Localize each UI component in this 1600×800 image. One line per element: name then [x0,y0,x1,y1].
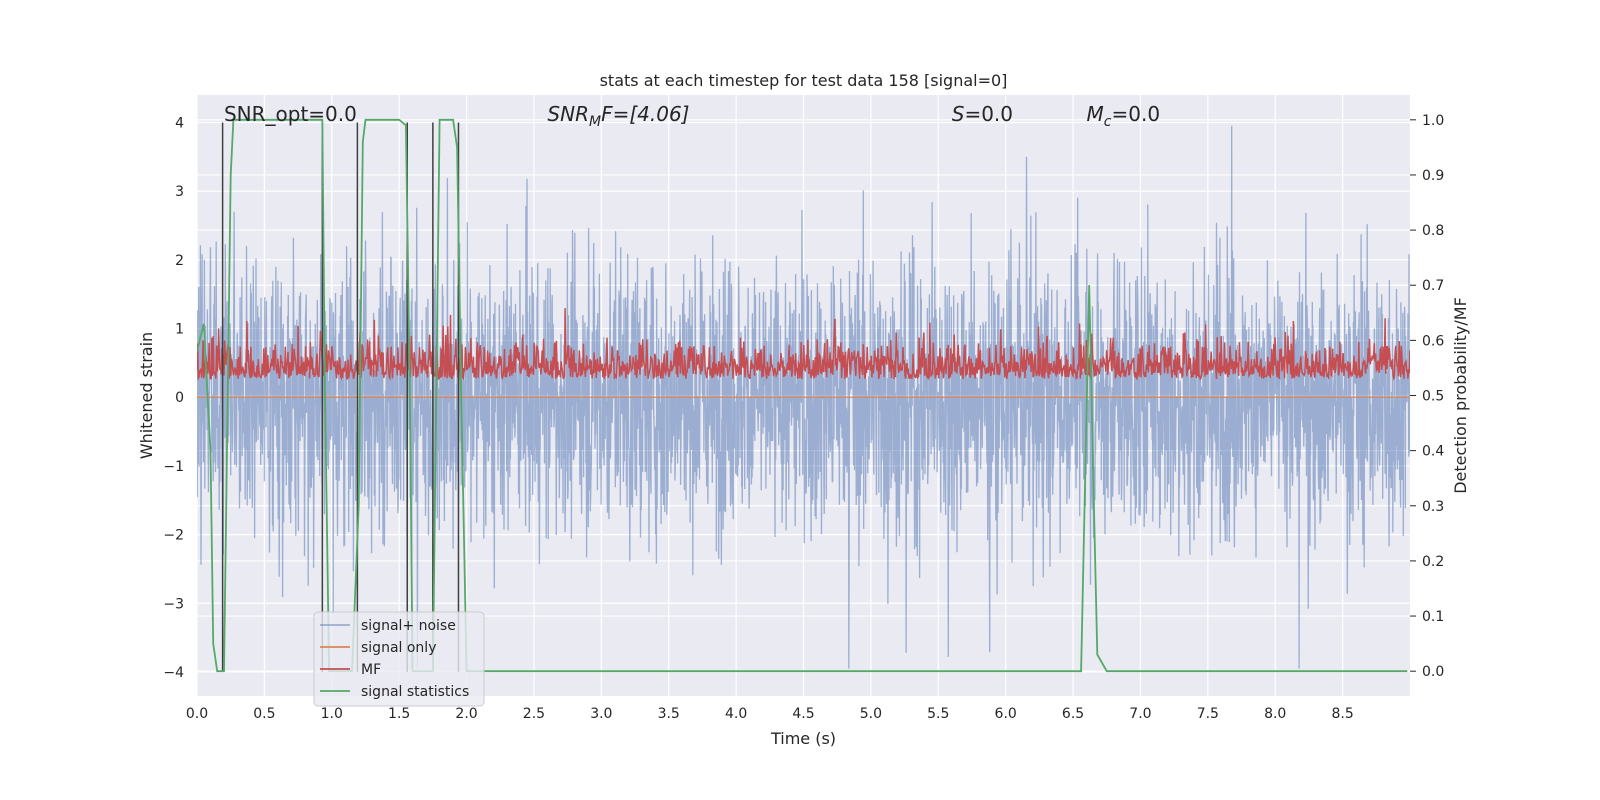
x-tick-label: 7.5 [1197,706,1219,722]
annotation-s: S=0.0 [952,102,1013,126]
series-signal-statistics-line [197,118,1408,673]
y-tick-label: −1 [163,459,184,475]
y-tick-label: 1 [175,322,184,338]
x-tick-label: 7.0 [1129,706,1151,722]
y-right-tick-label: 0.3 [1422,499,1444,515]
y-right-tick-label: 0.9 [1422,168,1444,184]
y-right-tick-label: 0.1 [1422,609,1444,625]
x-tick-label: 0.0 [186,706,208,722]
y-right-tick-label: 0.8 [1422,223,1444,239]
x-tick-label: 4.0 [725,706,747,722]
y-tick-label: 0 [175,390,184,406]
y-tick-label: −2 [163,528,184,544]
x-tick-label: 1.5 [388,706,410,722]
y-right-tick-label: 0.0 [1422,664,1444,680]
x-axis-label: Time (s) [770,729,836,748]
annotation-mc-rest: =0.0 [1112,102,1161,126]
x-tick-label: 8.5 [1331,706,1353,722]
series-mf-line [197,308,1410,382]
y-tick-label: 4 [175,115,184,131]
y-tick-label: −3 [163,596,184,612]
annotation-snr-opt: SNR_opt=0.0 [224,102,357,126]
y-right-tick-label: 1.0 [1422,113,1444,129]
legend-label: signal+ noise [361,618,456,634]
legend-label: signal only [361,640,436,656]
x-tick-label: 5.0 [860,706,882,722]
y-right-tick-label: 0.4 [1422,444,1444,460]
annotation-mc-sub: c [1104,114,1112,130]
legend-label: signal statistics [361,684,469,700]
y-tick-label: 2 [175,253,184,269]
x-tick-label: 2.5 [523,706,545,722]
legend-label: MF [361,662,381,678]
plot-area [197,118,1410,673]
x-tick-label: 5.5 [927,706,949,722]
annotation-mc: Mc=0.0 [1087,102,1161,130]
legend: signal+ noise signal only MF signal statist… [313,611,485,707]
x-tick-label: 8.0 [1264,706,1286,722]
x-tick-label: 1.0 [321,706,343,722]
y-right-tick-label: 0.6 [1422,333,1444,349]
y-right-tick-label: 0.2 [1422,554,1444,570]
y-axis-label: Whitened strain [137,332,156,459]
y-right-tick-label: 0.5 [1422,389,1444,405]
annotation-s-rest: =0.0 [964,102,1013,126]
x-tick-label: 6.5 [1062,706,1084,722]
y-tick-label: −4 [163,665,184,681]
series-signal-noise-line [197,125,1410,669]
legend-box [313,611,485,707]
annotation-snr-mf: SNRMF=[4.06] [547,102,689,130]
x-tick-label: 0.5 [253,706,275,722]
x-tick-label: 6.0 [995,706,1017,722]
annotation-snr-mf-rest: F=[4.06] [601,102,689,126]
y-right-tick-label: 0.7 [1422,278,1444,294]
x-tick-label: 3.5 [658,706,680,722]
chart-title: stats at each timestep for test data 158… [600,71,1008,90]
x-tick-label: 4.5 [792,706,814,722]
x-tick-label: 3.0 [590,706,612,722]
annotation-snr-mf-sub: M [589,114,601,130]
annotation-snr-mf-main: SNR [547,102,589,126]
axes: 0.0 0.5 1.0 1.5 2.0 2.5 3.0 3.5 4.0 4.5 5.0 5.5 6.0 6… [163,113,1444,722]
y-tick-label: 3 [175,184,184,200]
annotation-mc-main: M [1087,102,1104,126]
y-axis-label-right: Detection probability/MF [1451,297,1470,494]
x-tick-label: 2.0 [455,706,477,722]
annotation-s-main: S [952,102,965,126]
